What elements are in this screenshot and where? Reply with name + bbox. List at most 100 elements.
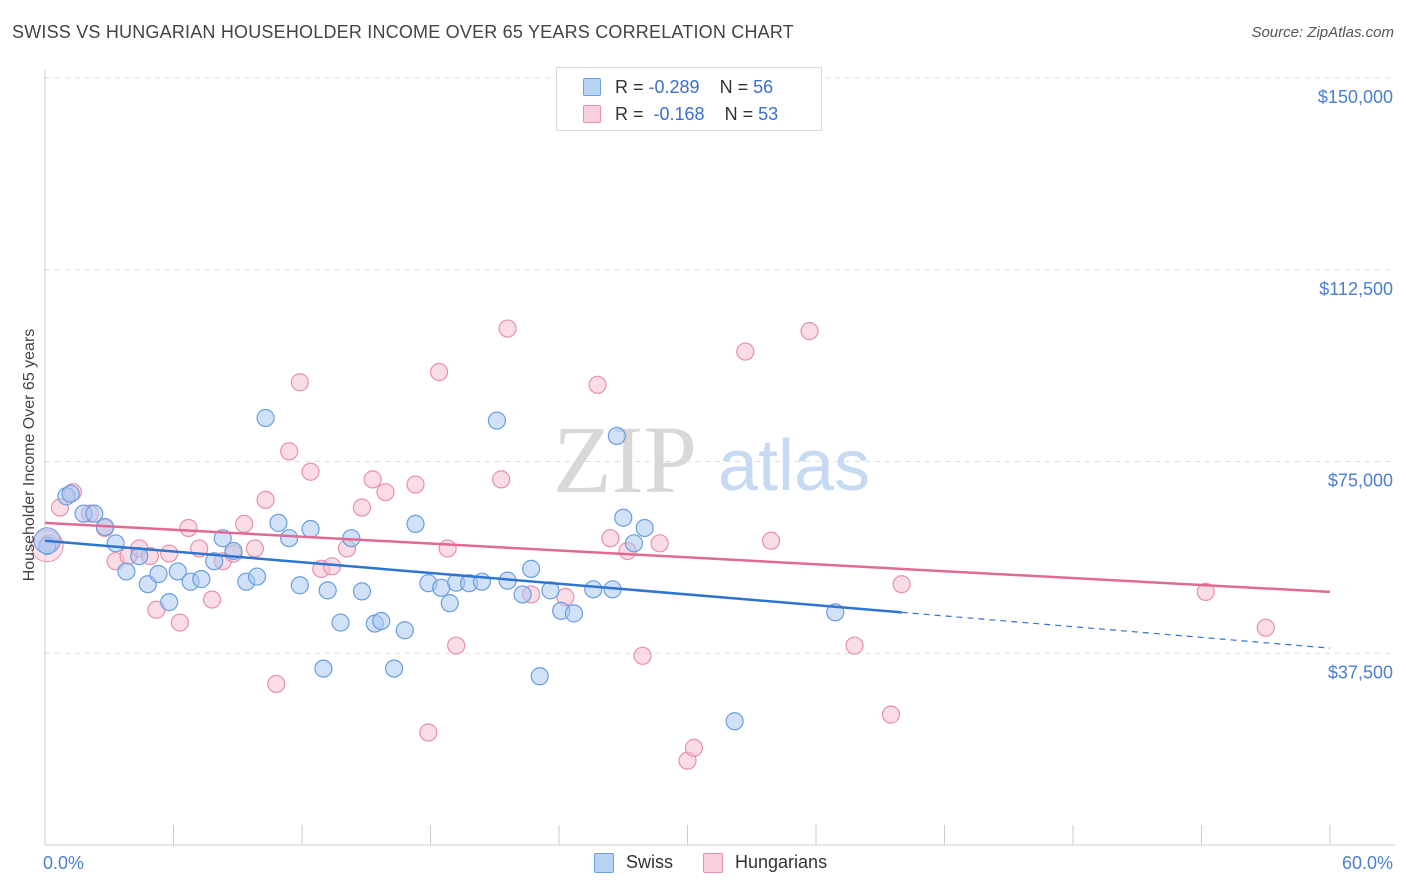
swiss-point xyxy=(290,576,309,595)
swiss-point xyxy=(725,712,744,731)
swiss-point xyxy=(384,659,404,678)
legend-item-swiss: Swiss xyxy=(594,852,673,873)
swiss-point xyxy=(406,514,425,533)
hungarians-point xyxy=(845,636,864,655)
swiss-point xyxy=(331,613,350,632)
hungarians-point xyxy=(892,575,911,594)
hungarians-point xyxy=(363,470,382,489)
swiss-point xyxy=(247,567,267,586)
swiss-point xyxy=(564,604,584,623)
hungarians-point xyxy=(498,319,517,338)
hungarians-point xyxy=(492,470,511,489)
hungarians-point xyxy=(588,375,607,394)
correlation-legend: R = -0.289 N = 56 R = -0.168 N = 53 xyxy=(556,67,822,131)
watermark-zip: ZIP xyxy=(553,406,697,513)
swiss-point xyxy=(213,529,232,548)
swiss-point xyxy=(530,667,549,686)
hungarians-point xyxy=(881,705,901,724)
swiss-point xyxy=(584,580,603,599)
hungarians-point xyxy=(290,373,309,392)
r-label: R = xyxy=(615,76,644,97)
swiss-point xyxy=(301,519,320,539)
y-tick-labels: $37,500 $75,000 $112,500 $150,000 xyxy=(1318,87,1393,682)
swiss-point xyxy=(85,504,104,523)
hungarians-point xyxy=(800,322,819,341)
swiss-point xyxy=(614,508,633,527)
swiss-point xyxy=(487,411,506,430)
hungarians-point xyxy=(1256,618,1275,637)
hungarians-point xyxy=(684,738,704,757)
watermark-atlas: atlas xyxy=(718,426,870,506)
hungarians-point xyxy=(179,518,198,538)
swiss-point xyxy=(160,593,179,612)
hungarians-point xyxy=(267,674,286,694)
chart-title: SWISS VS HUNGARIAN HOUSEHOLDER INCOME OV… xyxy=(12,22,794,42)
n-label: N = xyxy=(724,103,754,124)
hungarians-point xyxy=(601,529,620,548)
swiss-point xyxy=(318,581,337,600)
hungarians-legend-swatch xyxy=(703,852,724,873)
hungarians-point xyxy=(761,531,781,550)
axes xyxy=(44,70,1395,846)
hungarians-point xyxy=(1196,582,1215,601)
swiss-point xyxy=(168,562,187,581)
y-tick-label: $112,500 xyxy=(1319,279,1393,299)
legend-row-swiss: R = -0.289 N = 56 xyxy=(583,75,773,99)
hungarians-point xyxy=(352,498,372,517)
hungarians-legend-label: Hungarians xyxy=(735,852,828,872)
swiss-point xyxy=(624,534,644,553)
swiss-r-value: -0.289 xyxy=(648,76,700,97)
trend-lines xyxy=(44,521,1331,649)
legend-item-hungarians: Hungarians xyxy=(703,852,827,873)
x-tick-label: 0.0% xyxy=(43,853,84,873)
hungarians-point xyxy=(170,613,190,632)
hungarians-point xyxy=(429,362,449,382)
hungarians-point xyxy=(650,534,669,553)
hungarians-point xyxy=(406,475,425,494)
y-axis-label: Householder Income Over 65 years xyxy=(21,329,38,582)
hungarians-point xyxy=(419,723,438,742)
swiss-point xyxy=(440,594,459,613)
swiss-point xyxy=(149,564,168,584)
hungarians-point xyxy=(160,544,179,563)
hungarians-point xyxy=(202,590,222,609)
swiss-point xyxy=(635,518,654,538)
swiss-point xyxy=(61,484,80,503)
series-legend: Swiss Hungarians xyxy=(594,852,857,873)
hungarians-n-value: 53 xyxy=(758,103,779,124)
hungarians-r-value: -0.168 xyxy=(653,103,705,124)
watermark: ZIP atlas xyxy=(553,406,870,513)
swiss-point xyxy=(372,611,391,631)
hungarians-point xyxy=(376,483,395,502)
swiss-trend-line xyxy=(44,539,902,614)
hungarians-point xyxy=(438,539,457,558)
source-label: Source: ZipAtlas.com xyxy=(1251,24,1394,41)
hungarians-trend-line xyxy=(44,521,1331,594)
hungarians-point xyxy=(235,514,254,533)
swiss-point xyxy=(314,659,333,678)
legend-row-hungarians: R = -0.168 N = 53 xyxy=(583,102,778,126)
swiss-point xyxy=(607,426,626,446)
x-tick-labels: 0.0% 60.0% xyxy=(43,853,1393,873)
hungarians-point xyxy=(736,342,755,361)
swiss-point xyxy=(205,552,224,571)
hungarians-swatch xyxy=(583,105,601,123)
swiss-point xyxy=(352,582,372,601)
r-label: R = xyxy=(615,103,644,124)
grid-lines xyxy=(45,77,1395,654)
swiss-point xyxy=(192,570,211,589)
x-tick-label: 60.0% xyxy=(1342,853,1393,873)
swiss-point xyxy=(522,559,541,578)
hungarians-point xyxy=(245,539,264,558)
swiss-n-value: 56 xyxy=(753,76,774,97)
swiss-point xyxy=(395,621,414,640)
y-tick-label: $150,000 xyxy=(1318,87,1393,107)
hungarians-point xyxy=(256,490,275,509)
hungarians-point xyxy=(280,442,299,461)
swiss-point xyxy=(280,529,299,548)
y-tick-label: $37,500 xyxy=(1328,662,1393,682)
swiss-point xyxy=(269,513,288,532)
swiss-point xyxy=(256,408,275,428)
swiss-swatch xyxy=(583,78,601,96)
